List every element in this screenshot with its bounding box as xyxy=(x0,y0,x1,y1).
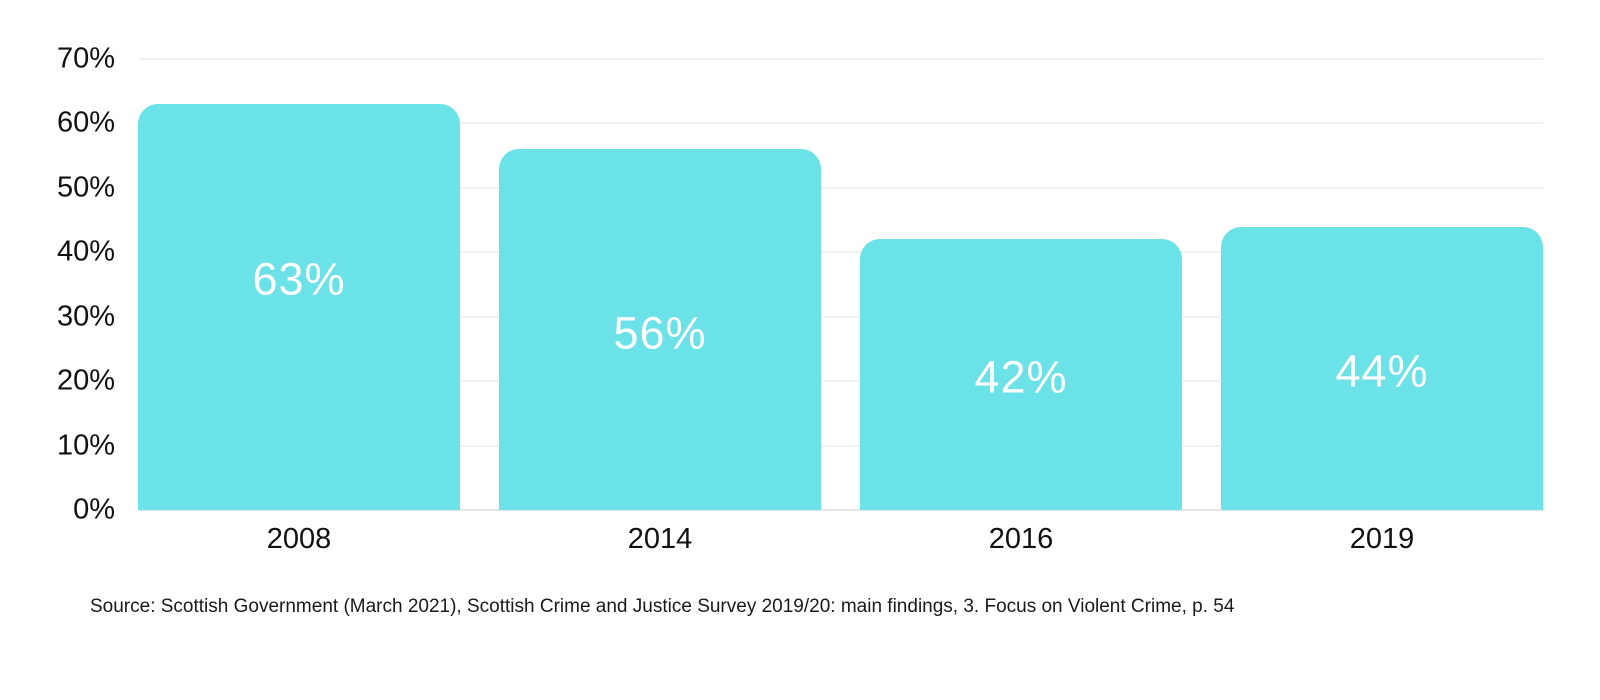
gridline xyxy=(140,122,1543,124)
bar-value-label: 44% xyxy=(1335,345,1429,397)
y-axis: 0% 10% 20% 30% 40% 50% 60% 70% xyxy=(0,44,115,524)
y-tick-label: 0% xyxy=(73,493,115,526)
plot-area: 63% 56% 42% 44% xyxy=(138,58,1543,511)
x-tick-label: 2016 xyxy=(988,523,1054,555)
gridline xyxy=(140,445,1543,447)
y-tick-label: 30% xyxy=(56,300,115,333)
bars-layer: 63% 56% 42% 44% xyxy=(138,59,1543,510)
bar-2008: 63% xyxy=(138,104,460,510)
x-axis: 2008 2014 2016 2019 xyxy=(138,522,1543,562)
bar-value-label: 56% xyxy=(613,307,707,359)
gridline xyxy=(140,187,1543,189)
y-tick-label: 40% xyxy=(56,235,115,268)
y-tick-label: 70% xyxy=(56,42,115,75)
gridline xyxy=(140,380,1543,382)
bar-2019: 44% xyxy=(1221,226,1543,510)
bar-value-label: 63% xyxy=(252,253,346,305)
gridline xyxy=(140,316,1543,318)
grid-layer xyxy=(138,58,1543,511)
x-tick-label: 2014 xyxy=(627,523,693,555)
source-note: Source: Scottish Government (March 2021)… xyxy=(90,596,1235,617)
gridline xyxy=(140,251,1543,253)
bar-value-label: 42% xyxy=(974,351,1068,403)
bar-2014: 56% xyxy=(499,149,821,510)
gridline xyxy=(140,509,1543,511)
gridline xyxy=(140,58,1543,60)
x-tick-label: 2019 xyxy=(1349,523,1415,555)
y-tick-label: 10% xyxy=(56,429,115,462)
x-tick-label: 2008 xyxy=(266,523,332,555)
y-tick-label: 20% xyxy=(56,364,115,397)
bar-2016: 42% xyxy=(860,239,1182,510)
y-tick-label: 50% xyxy=(56,171,115,204)
y-tick-label: 60% xyxy=(56,106,115,139)
